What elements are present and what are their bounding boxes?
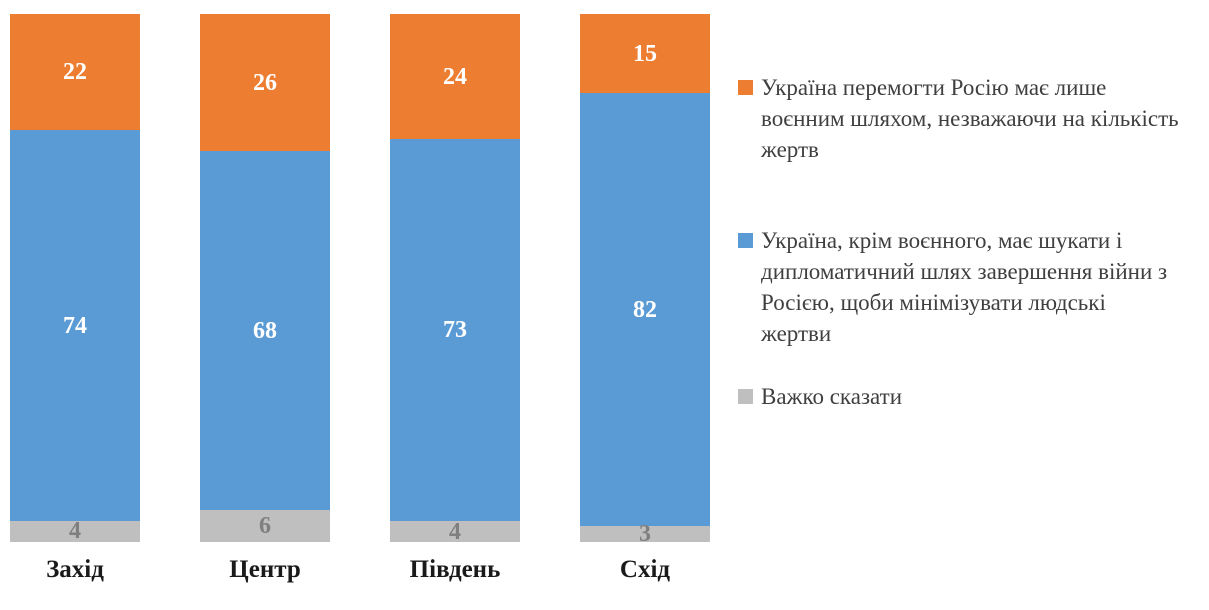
legend-item-diplomatic-path: Україна, крім воєнного, має шукати і дип…	[738, 225, 1189, 349]
bar-value-label: 4	[449, 518, 461, 545]
stacked-bar: 24 73 4	[390, 14, 520, 545]
legend-item-hard-to-say: Важко сказати	[738, 381, 1189, 412]
bar-group: 22 74 4 Захід	[10, 14, 140, 584]
chart-legend: Україна перемогти Росію має лише воєнним…	[710, 14, 1209, 584]
bar-value-label: 82	[633, 296, 657, 323]
legend-label: Важко сказати	[761, 384, 902, 410]
legend-item-military-path: Україна перемогти Росію має лише воєнним…	[738, 72, 1189, 165]
bar-value-label: 22	[63, 59, 87, 86]
legend-swatch-orange	[738, 80, 753, 95]
bar-segment: 4	[10, 518, 140, 545]
bar-segment: 26	[200, 14, 330, 152]
category-label: Центр	[229, 556, 301, 583]
legend-label: Україна, крім воєнного, має шукати і дип…	[761, 228, 1168, 347]
bar-value-label: 4	[69, 518, 81, 545]
stacked-bar: 15 82 3	[580, 14, 710, 546]
bar-segment: 74	[10, 130, 140, 521]
category-label: Захід	[46, 556, 104, 583]
stacked-bar: 22 74 4	[10, 14, 140, 545]
bar-segment: 68	[200, 151, 330, 511]
bar-segment: 73	[390, 139, 520, 522]
bar-value-label: 3	[639, 521, 651, 548]
bar-segment: 22	[10, 14, 140, 131]
bar-group: 15 82 3 Схід	[580, 14, 710, 584]
bar-value-label: 74	[63, 312, 87, 339]
bar-segment: 4	[390, 518, 520, 545]
bar-group: 24 73 4 Південь	[390, 14, 520, 584]
bar-segment: 6	[200, 510, 330, 542]
stacked-bar: 26 68 6	[200, 14, 330, 542]
bar-segment: 3	[580, 522, 710, 546]
bar-group: 26 68 6 Центр	[200, 14, 330, 584]
legend-label: Україна перемогти Росію має лише воєнним…	[761, 75, 1179, 163]
bar-value-label: 26	[253, 69, 277, 96]
legend-swatch-gray	[738, 389, 753, 405]
bars-area: 22 74 4 Захід 26 68 6 Центр 24 73 4 Південь 15 82 3 Схі…	[10, 14, 710, 584]
legend-swatch-blue	[738, 233, 753, 249]
bar-value-label: 24	[443, 63, 467, 90]
bar-value-label: 15	[633, 40, 657, 67]
bar-value-label: 68	[253, 317, 277, 344]
category-label: Схід	[619, 556, 671, 583]
chart-row: 22 74 4 Захід 26 68 6 Центр 24 73 4 Південь 15 82 3 Схі…	[10, 14, 1209, 584]
bar-segment: 24	[390, 14, 520, 140]
bar-value-label: 6	[259, 513, 271, 540]
bar-segment: 82	[580, 93, 710, 527]
bar-segment: 15	[580, 14, 710, 94]
category-label: Південь	[409, 556, 501, 583]
bar-value-label: 73	[443, 317, 467, 344]
